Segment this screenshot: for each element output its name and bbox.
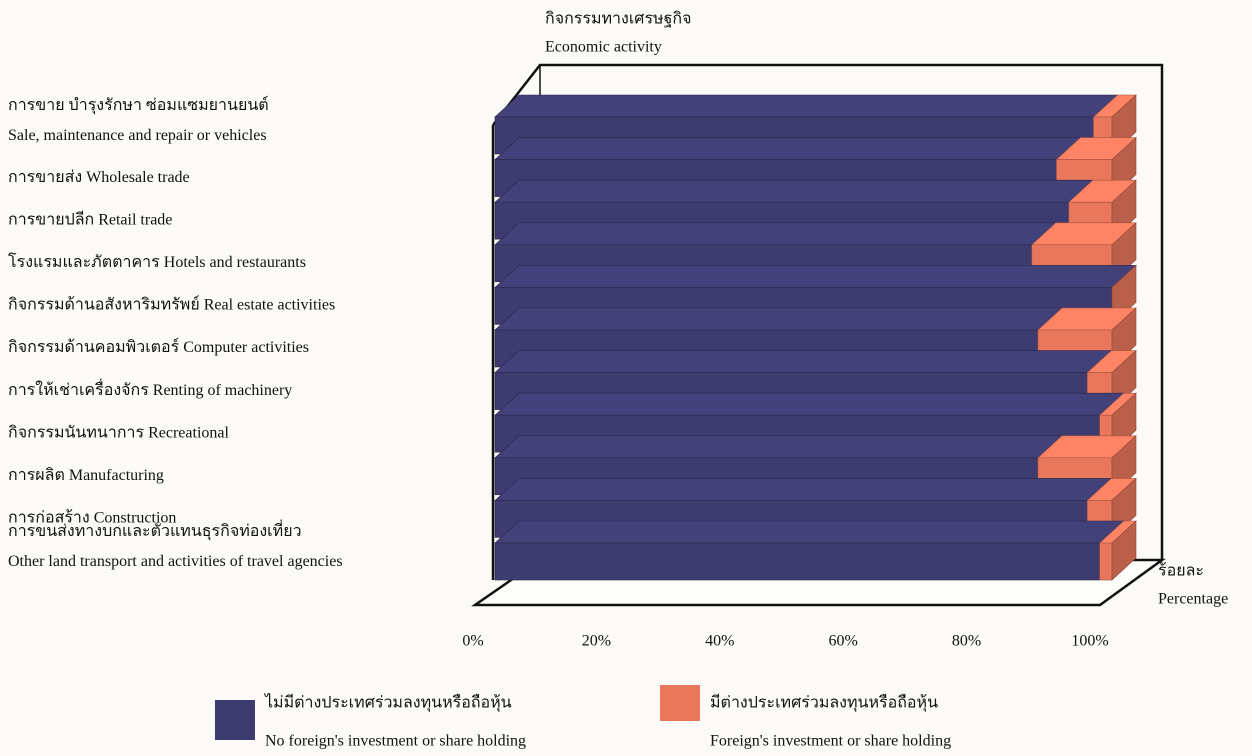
bar-top xyxy=(494,520,1125,544)
bar-top xyxy=(494,435,1063,459)
bar-top xyxy=(494,94,1119,118)
bar-front xyxy=(494,542,1100,581)
bar-top xyxy=(494,350,1113,373)
y-tick-label: การขาย บำรุงรักษา ซ่อมแซมยานยนต์ xyxy=(8,95,269,115)
legend-swatch xyxy=(660,685,700,721)
x-tick-label: 100% xyxy=(1071,633,1108,650)
bar-top xyxy=(494,265,1137,288)
chart-title: Economic activity xyxy=(545,39,662,56)
y-tick-label: การขนส่งทางบกและตัวแทนธุรกิจท่องเที่ยว xyxy=(8,519,302,541)
bar xyxy=(1098,520,1137,581)
bar-front xyxy=(1099,542,1113,581)
bar-top xyxy=(494,137,1082,160)
legend-label: ไม่มีต่างประเทศร่วมลงทุนหรือถือหุ้น xyxy=(263,693,512,713)
bar-top xyxy=(494,179,1094,203)
y-tick-label: กิจกรรมนันทนาการ Recreational xyxy=(8,424,229,441)
bar-top xyxy=(494,392,1125,416)
bar xyxy=(1031,222,1137,283)
y-tick-label: Other land transport and activities of t… xyxy=(8,553,343,570)
y-tick-label: การก่อสร้าง Construction xyxy=(8,509,176,527)
bar-top xyxy=(494,478,1113,501)
chart-title: กิจกรรมทางเศรษฐกิจ xyxy=(545,11,691,28)
y-tick-label: Sale, maintenance and repair or vehicles xyxy=(8,127,267,144)
x-axis-label: Percentage xyxy=(1158,591,1228,608)
x-tick-label: 20% xyxy=(582,633,611,650)
bar-side xyxy=(1111,520,1137,581)
legend-swatch xyxy=(215,700,255,740)
legend-label: มีต่างประเทศร่วมลงทุนหรือถือหุ้น xyxy=(710,694,938,713)
bar-top xyxy=(494,222,1057,246)
x-axis-label: ร้อยละ xyxy=(1158,562,1204,580)
y-tick-label: การผลิต Manufacturing xyxy=(8,467,164,484)
bar xyxy=(494,520,1125,581)
x-tick-label: 80% xyxy=(952,633,981,650)
y-tick-label: การให้เช่าเครื่องจักร Renting of machine… xyxy=(8,378,292,399)
x-tick-label: 0% xyxy=(462,633,483,650)
bar-top xyxy=(494,307,1063,331)
y-tick-label: โรงแรมและภัตตาคาร Hotels and restaurants xyxy=(8,252,306,271)
y-tick-label: การขายปลีก Retail trade xyxy=(8,210,172,228)
y-tick-label: การขายส่ง Wholesale trade xyxy=(8,169,190,186)
legend-label: Foreign's investment or share holding xyxy=(710,733,951,750)
y-tick-label: กิจกรรมด้านอสังหาริมทรัพย์ Real estate a… xyxy=(8,295,335,314)
x-tick-label: 60% xyxy=(829,633,858,650)
legend-label: No foreign's investment or share holding xyxy=(265,733,526,750)
y-tick-label: กิจกรรมด้านคอมพิวเตอร์ Computer activiti… xyxy=(8,337,309,356)
x-tick-label: 40% xyxy=(705,633,734,650)
